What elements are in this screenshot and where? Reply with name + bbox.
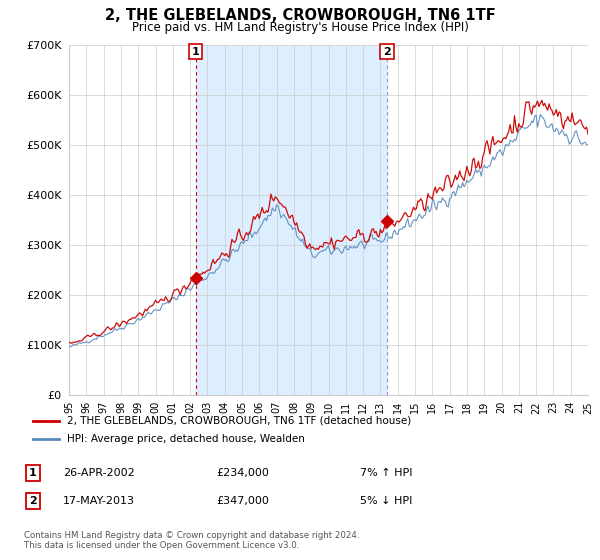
Text: Price paid vs. HM Land Registry's House Price Index (HPI): Price paid vs. HM Land Registry's House … — [131, 21, 469, 34]
Text: 5% ↓ HPI: 5% ↓ HPI — [360, 496, 412, 506]
Text: Contains HM Land Registry data © Crown copyright and database right 2024.
This d: Contains HM Land Registry data © Crown c… — [24, 531, 359, 550]
Text: £234,000: £234,000 — [216, 468, 269, 478]
Text: 2: 2 — [29, 496, 37, 506]
Text: 2: 2 — [383, 46, 391, 57]
Text: 1: 1 — [29, 468, 37, 478]
Bar — [196, 45, 387, 395]
Text: 7% ↑ HPI: 7% ↑ HPI — [360, 468, 413, 478]
Text: 1: 1 — [192, 46, 200, 57]
Text: £347,000: £347,000 — [216, 496, 269, 506]
Text: HPI: Average price, detached house, Wealden: HPI: Average price, detached house, Weal… — [67, 434, 305, 444]
Text: 17-MAY-2013: 17-MAY-2013 — [63, 496, 135, 506]
Text: 2, THE GLEBELANDS, CROWBOROUGH, TN6 1TF (detached house): 2, THE GLEBELANDS, CROWBOROUGH, TN6 1TF … — [67, 416, 412, 426]
Text: 26-APR-2002: 26-APR-2002 — [63, 468, 135, 478]
Text: 2, THE GLEBELANDS, CROWBOROUGH, TN6 1TF: 2, THE GLEBELANDS, CROWBOROUGH, TN6 1TF — [104, 8, 496, 24]
